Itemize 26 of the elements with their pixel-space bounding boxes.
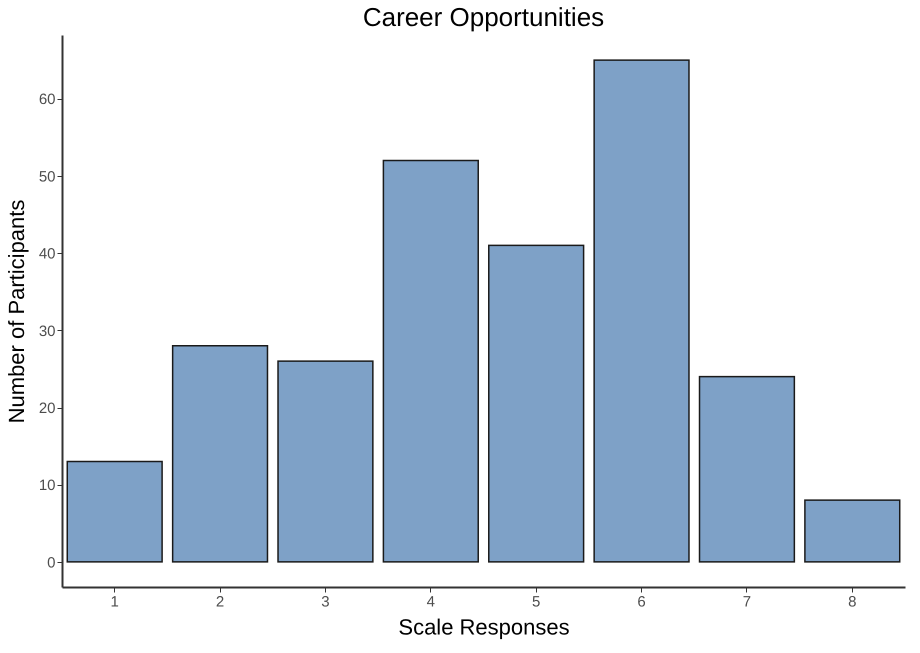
x-tick-label: 3 xyxy=(321,594,330,610)
bar xyxy=(66,460,163,563)
y-tick-label: 30 xyxy=(38,322,56,340)
x-tick-label: 8 xyxy=(848,594,856,610)
bar xyxy=(488,244,584,563)
bar xyxy=(593,59,690,563)
bar xyxy=(382,160,479,563)
x-tick-label: 4 xyxy=(426,594,435,610)
y-tick-label: 20 xyxy=(38,400,56,418)
y-axis-title: Number of Participants xyxy=(4,200,29,424)
x-tick-label: 1 xyxy=(110,594,119,610)
x-tick-label: 6 xyxy=(637,594,646,610)
y-tick-label: 10 xyxy=(38,477,56,494)
x-tick-label: 2 xyxy=(216,594,224,610)
x-tick-label: 7 xyxy=(742,594,752,610)
y-tick-label: 60 xyxy=(38,91,56,108)
bar xyxy=(172,344,268,563)
y-tick-label: 0 xyxy=(47,554,56,572)
bar xyxy=(804,499,900,563)
chart-title: Career Opportunities xyxy=(362,2,604,32)
y-tick-label: 50 xyxy=(38,168,56,186)
bar xyxy=(277,360,374,563)
x-axis-title: Scale Responses xyxy=(398,614,570,640)
y-tick-label: 40 xyxy=(38,246,56,263)
x-tick-label: 5 xyxy=(532,594,540,610)
bar xyxy=(698,376,796,563)
